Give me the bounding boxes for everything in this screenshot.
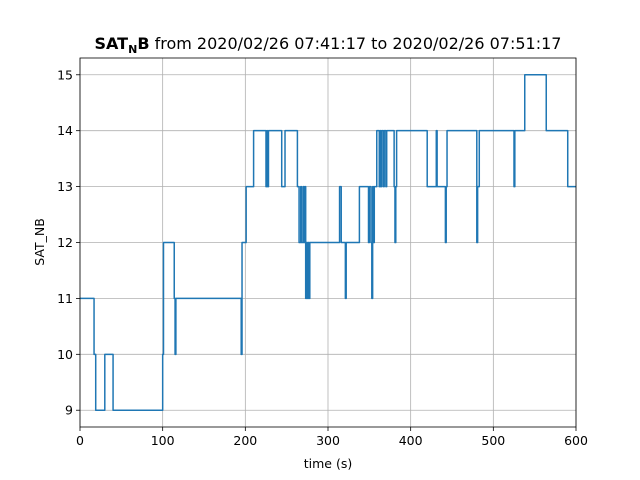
- y-axis-label: SAT_NB: [32, 218, 47, 266]
- x-tick-label: 100: [151, 433, 175, 448]
- x-tick-label: 0: [76, 433, 84, 448]
- series-layer: [80, 74, 576, 411]
- chart-title-bold-end: B: [137, 34, 149, 53]
- y-tick-label: 12: [57, 235, 73, 250]
- y-tick-label: 11: [57, 291, 73, 306]
- series-line: [80, 74, 576, 411]
- ticks: 0 100 200 300 400 500 600 9 10 11 12 13 14 15: [57, 67, 588, 448]
- chart-title-subscript: N: [128, 43, 137, 56]
- y-tick-label: 10: [57, 347, 73, 362]
- x-tick-label: 400: [399, 433, 423, 448]
- x-tick-label: 300: [316, 433, 340, 448]
- chart-title: SATNB from 2020/02/26 07:41:17 to 2020/0…: [95, 34, 562, 56]
- x-tick-label: 500: [481, 433, 505, 448]
- y-tick-label: 9: [65, 403, 73, 418]
- x-tick-label: 600: [564, 433, 588, 448]
- chart-title-bold: SAT: [95, 34, 129, 53]
- chart-title-rest: from 2020/02/26 07:41:17 to 2020/02/26 0…: [150, 34, 562, 53]
- y-tick-label: 15: [57, 67, 73, 82]
- x-tick-label: 200: [233, 433, 257, 448]
- y-tick-label: 13: [57, 179, 73, 194]
- y-tick-label: 14: [57, 123, 73, 138]
- x-axis-label: time (s): [304, 456, 352, 471]
